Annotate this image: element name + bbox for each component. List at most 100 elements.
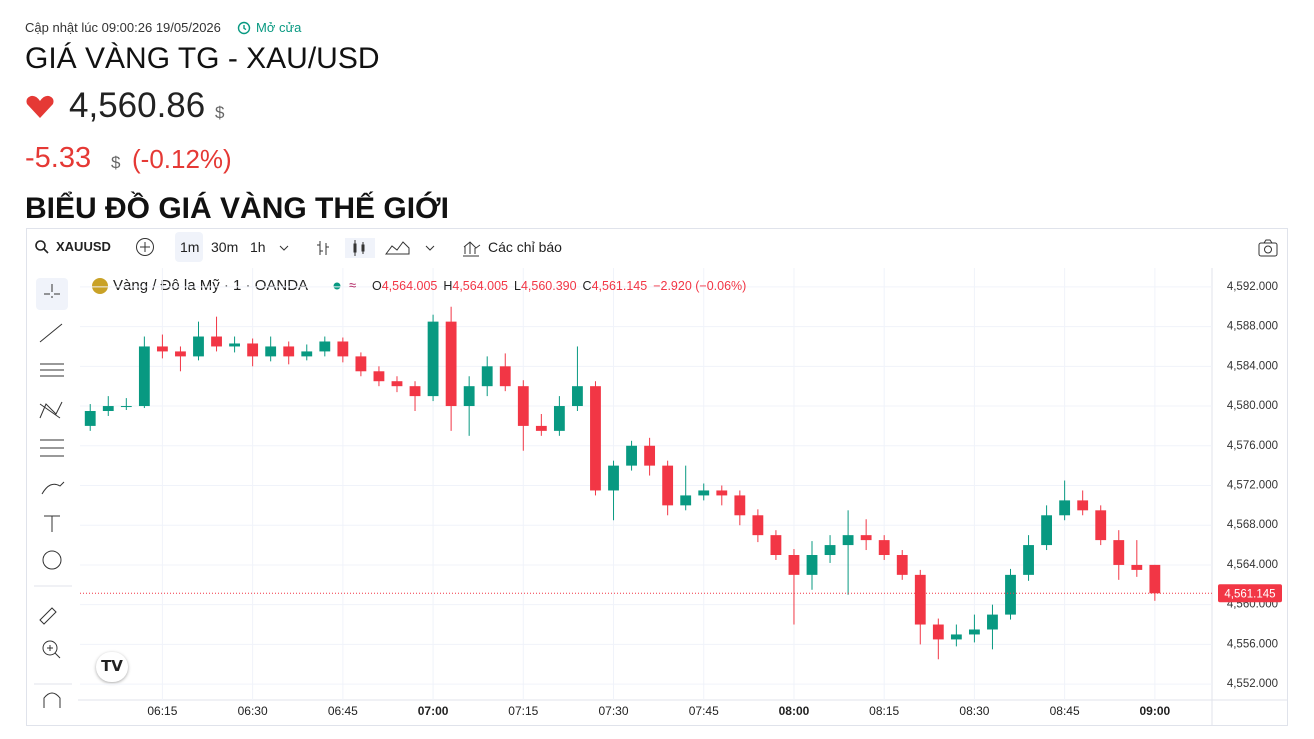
candle-body — [535, 425, 547, 431]
update-time: Cập nhật lúc 09:00:26 19/05/2026 — [25, 20, 221, 35]
candle-body — [878, 540, 890, 556]
interval[interactable]: 1h — [250, 239, 266, 255]
candle-body — [932, 624, 944, 640]
indicators-icon[interactable] — [461, 238, 481, 258]
ohlc-legend: O4,564.005 H4,564.005 L4,560.390 C4,561.145… — [372, 279, 746, 293]
ohlc-item: L — [514, 279, 521, 293]
y-tick-label: 4,576.000 — [1227, 440, 1278, 452]
y-tick-label: 4,564.000 — [1227, 559, 1278, 571]
candle-body — [499, 366, 511, 387]
price-unit: $ — [215, 103, 225, 122]
x-tick-label: 07:30 — [599, 704, 629, 718]
symbol-icon — [92, 278, 108, 294]
candle-body — [247, 343, 259, 357]
y-tick-label: 4,552.000 — [1227, 678, 1278, 690]
candle-body — [319, 341, 331, 352]
candle-body — [1005, 574, 1016, 615]
x-tick-label: 07:45 — [689, 704, 719, 718]
candle-body — [734, 495, 746, 516]
candle-body — [680, 495, 692, 506]
x-tick-label: 08:45 — [1050, 704, 1080, 718]
candle-body — [1113, 540, 1125, 565]
legend-sign: ≈ — [349, 277, 356, 292]
x-tick-label: 06:30 — [238, 704, 268, 718]
price: 4,560.86 — [69, 86, 206, 125]
down-icon — [26, 95, 54, 118]
candle-body — [987, 614, 998, 630]
candle-body — [120, 406, 132, 408]
candle-body — [1023, 545, 1034, 575]
search-icon — [35, 240, 49, 254]
y-tick-label: 4,580.000 — [1227, 400, 1278, 412]
candle-body — [283, 346, 295, 357]
x-tick-label: 06:15 — [147, 704, 177, 718]
candle-body — [788, 555, 800, 575]
candle-body — [1149, 564, 1161, 594]
page-title: GIÁ VÀNG TG - XAU/USD — [25, 42, 380, 75]
y-tick-label: 4,588.000 — [1227, 321, 1278, 333]
interval[interactable]: 30m — [211, 239, 239, 255]
candle-body — [968, 629, 980, 635]
candle-body — [896, 555, 908, 575]
candle-body — [824, 545, 836, 556]
candle-body — [860, 535, 872, 541]
toolbar-icons[interactable] — [276, 238, 456, 258]
legend-title: Vàng / Đô la Mỹ · 1 · OANDA — [113, 277, 308, 294]
candle-body — [644, 445, 656, 466]
clock-icon — [237, 21, 251, 35]
candle-body — [193, 336, 204, 357]
candle-body — [391, 381, 403, 387]
x-tick-label: 08:30 — [959, 704, 989, 718]
candle-body — [608, 465, 619, 491]
x-tick-label: 08:15 — [869, 704, 899, 718]
ohlc-item: O — [372, 279, 382, 293]
change-percent: (-0.12%) — [132, 144, 232, 174]
ohlc-item: 4,560.390 — [521, 279, 577, 293]
indicators[interactable]: Các chỉ báo — [488, 239, 562, 255]
x-tick-label: 07:00 — [418, 704, 449, 718]
market-dot — [333, 282, 341, 290]
candle-body — [337, 341, 349, 357]
candle-body — [914, 574, 926, 625]
chart-widget — [26, 228, 1288, 726]
change: -5.33 — [25, 142, 92, 174]
symbol[interactable]: XAUUSD — [56, 239, 111, 254]
logo: 𝗧𝗩 — [96, 652, 128, 682]
x-tick-label: 06:45 — [328, 704, 358, 718]
candle-body — [572, 386, 583, 407]
x-tick-label: 07:15 — [508, 704, 538, 718]
candle-body — [373, 371, 385, 382]
y-tick-label: 4,584.000 — [1227, 360, 1278, 372]
y-tick-label: 4,556.000 — [1227, 638, 1278, 650]
y-tick-label: 4,572.000 — [1227, 480, 1278, 492]
candle-body — [102, 406, 114, 412]
candle-body — [716, 490, 728, 496]
candle-body — [156, 346, 168, 352]
candle-body — [517, 386, 529, 426]
candle-body — [1095, 510, 1107, 541]
candle-body — [1077, 500, 1089, 511]
y-tick-label: 4,568.000 — [1227, 519, 1278, 531]
candle-body — [265, 346, 277, 357]
ohlc-item: 4,561.145 — [592, 279, 648, 293]
x-tick-label: 09:00 — [1140, 704, 1171, 718]
candle-body — [842, 535, 854, 546]
snapshot-icon[interactable] — [1257, 238, 1279, 258]
active-interval-bg — [175, 232, 203, 262]
candle-body — [175, 351, 186, 357]
drawing-toolbar[interactable] — [26, 266, 80, 726]
candle-body — [355, 356, 367, 372]
interval[interactable]: 1m — [180, 239, 200, 255]
candle-body — [409, 386, 421, 397]
market-status: Mở cửa — [256, 20, 302, 35]
candle-body — [1041, 515, 1053, 546]
candle-body — [806, 555, 818, 575]
candle-body — [626, 445, 637, 466]
candle-body — [698, 490, 710, 496]
candle-body — [662, 465, 674, 506]
candle-body — [138, 346, 150, 407]
compare-button[interactable] — [134, 236, 156, 258]
x-tick-label: 08:00 — [779, 704, 810, 718]
candle-body — [1059, 500, 1071, 516]
candle-body — [84, 411, 96, 426]
